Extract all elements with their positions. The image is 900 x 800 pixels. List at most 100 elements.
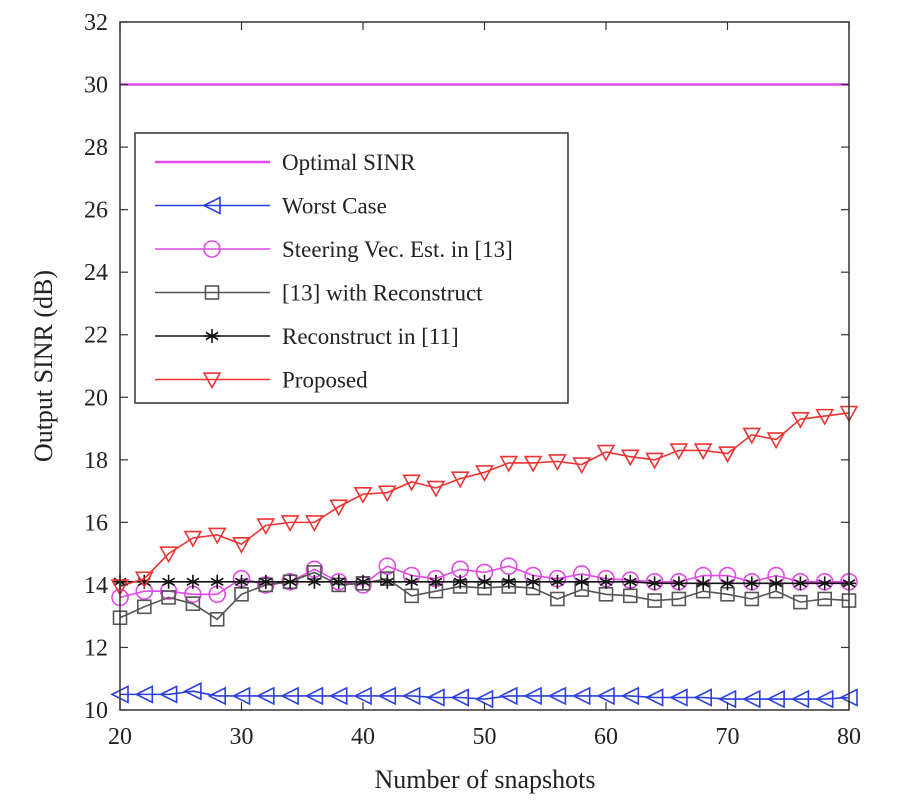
- data-point-13-with-reconstruct: [744, 591, 760, 607]
- data-point-worst-case: [669, 688, 688, 707]
- y-tick-label: 30: [84, 73, 108, 99]
- data-point-proposed: [766, 432, 786, 450]
- data-point-proposed: [159, 546, 178, 564]
- data-point-reconstruct-in-11: [696, 576, 711, 591]
- legend-swatch-marker: [204, 285, 220, 300]
- data-point-worst-case: [523, 686, 542, 706]
- data-point-proposed: [353, 487, 373, 504]
- data-point-proposed: [693, 443, 713, 461]
- y-tick-label: 20: [84, 385, 108, 411]
- series-line-proposed: [119, 412, 850, 588]
- x-tick-label: 80: [837, 724, 861, 750]
- data-point-proposed: [596, 444, 616, 462]
- data-point-reconstruct-in-11: [477, 574, 492, 589]
- y-tick-label: 22: [84, 323, 108, 349]
- data-point-worst-case: [134, 685, 154, 704]
- data-point-worst-case: [401, 686, 421, 706]
- x-tick-label: 50: [473, 724, 497, 750]
- data-point-reconstruct-in-11: [526, 574, 541, 589]
- x-tick-label: 30: [230, 724, 254, 750]
- legend-item-steering-vec-est-in-13: Steering Vec. Est. in [13]: [155, 237, 513, 262]
- data-point-reconstruct-in-11: [161, 574, 176, 589]
- data-point-proposed: [499, 455, 519, 473]
- data-point-proposed: [620, 449, 640, 467]
- data-point-worst-case: [693, 688, 713, 707]
- data-point-reconstruct-in-11: [404, 574, 419, 589]
- data-point-worst-case: [742, 689, 761, 709]
- data-point-reconstruct-in-11: [501, 574, 516, 589]
- data-point-proposed: [305, 515, 324, 533]
- x-axis-label: Number of snapshots: [375, 765, 596, 794]
- data-point-reconstruct-in-11: [234, 574, 249, 589]
- legend-label: [13] with Reconstruct: [282, 281, 483, 306]
- data-point-reconstruct-in-11: [623, 574, 638, 589]
- legend-label: Worst Case: [282, 194, 387, 219]
- data-point-13-with-reconstruct: [185, 596, 201, 611]
- data-point-13-with-reconstruct: [161, 590, 176, 605]
- data-point-worst-case: [571, 686, 591, 706]
- x-tick-label: 60: [594, 724, 618, 750]
- data-point-reconstruct-in-11: [574, 574, 589, 589]
- data-point-proposed: [645, 452, 664, 470]
- data-point-proposed: [718, 446, 737, 464]
- data-point-13-with-reconstruct: [647, 593, 662, 608]
- data-point-worst-case: [183, 681, 202, 701]
- data-point-reconstruct-in-11: [356, 574, 370, 589]
- data-point-worst-case: [547, 686, 567, 706]
- data-point-worst-case: [620, 686, 640, 706]
- data-point-worst-case: [280, 686, 299, 706]
- data-point-steering-vec-est-in-13: [378, 557, 397, 575]
- data-point-worst-case: [766, 689, 785, 709]
- data-point-worst-case: [426, 688, 445, 707]
- legend-label: Proposed: [282, 368, 368, 393]
- y-tick-label: 16: [84, 510, 108, 536]
- x-tick-label: 20: [108, 724, 132, 750]
- data-point-worst-case: [596, 686, 615, 706]
- data-point-worst-case: [499, 686, 518, 706]
- y-tick-label: 14: [84, 573, 108, 599]
- y-tick-label: 26: [84, 198, 108, 224]
- legend-item-worst-case: Worst Case: [155, 194, 387, 219]
- data-point-proposed: [377, 485, 397, 503]
- data-point-worst-case: [450, 688, 470, 707]
- data-point-worst-case: [377, 686, 397, 706]
- legend-swatch-marker: [202, 196, 221, 215]
- data-point-proposed: [548, 454, 567, 472]
- data-point-reconstruct-in-11: [428, 574, 443, 589]
- legend-item-optimal-sinr: Optimal SINR: [155, 150, 416, 175]
- data-point-proposed: [815, 408, 835, 426]
- data-point-reconstruct-in-11: [744, 576, 759, 591]
- data-point-proposed: [232, 537, 251, 554]
- legend-swatch-marker: [205, 329, 219, 343]
- data-point-worst-case: [207, 686, 226, 706]
- data-point-worst-case: [353, 686, 372, 706]
- legend-item-13-with-reconstruct: [13] with Reconstruct: [155, 281, 483, 306]
- data-point-reconstruct-in-11: [331, 574, 346, 589]
- data-point-reconstruct-in-11: [817, 576, 832, 591]
- data-point-proposed: [426, 480, 446, 498]
- data-point-13-with-reconstruct: [404, 588, 419, 604]
- data-point-reconstruct-in-11: [793, 576, 808, 591]
- series-line-worst-case: [120, 690, 850, 700]
- data-point-proposed: [402, 474, 421, 492]
- data-point-reconstruct-in-11: [185, 574, 200, 589]
- data-point-proposed: [669, 443, 689, 461]
- data-point-steering-vec-est-in-13: [499, 557, 518, 575]
- data-point-reconstruct-in-11: [720, 576, 735, 591]
- data-point-proposed: [256, 518, 276, 536]
- data-point-worst-case: [814, 689, 834, 709]
- y-tick-label: 24: [84, 260, 108, 286]
- data-point-proposed: [742, 427, 762, 445]
- data-point-reconstruct-in-11: [258, 574, 273, 589]
- data-point-worst-case: [790, 689, 810, 709]
- data-point-proposed: [523, 455, 543, 473]
- legend-swatch-marker: [203, 240, 221, 258]
- data-point-reconstruct-in-11: [550, 574, 565, 589]
- data-point-reconstruct-in-11: [453, 574, 468, 589]
- data-point-reconstruct-in-11: [671, 576, 686, 591]
- data-point-proposed: [134, 571, 154, 589]
- data-point-reconstruct-in-11: [769, 576, 784, 591]
- data-point-proposed: [450, 471, 470, 489]
- data-point-proposed: [207, 527, 227, 545]
